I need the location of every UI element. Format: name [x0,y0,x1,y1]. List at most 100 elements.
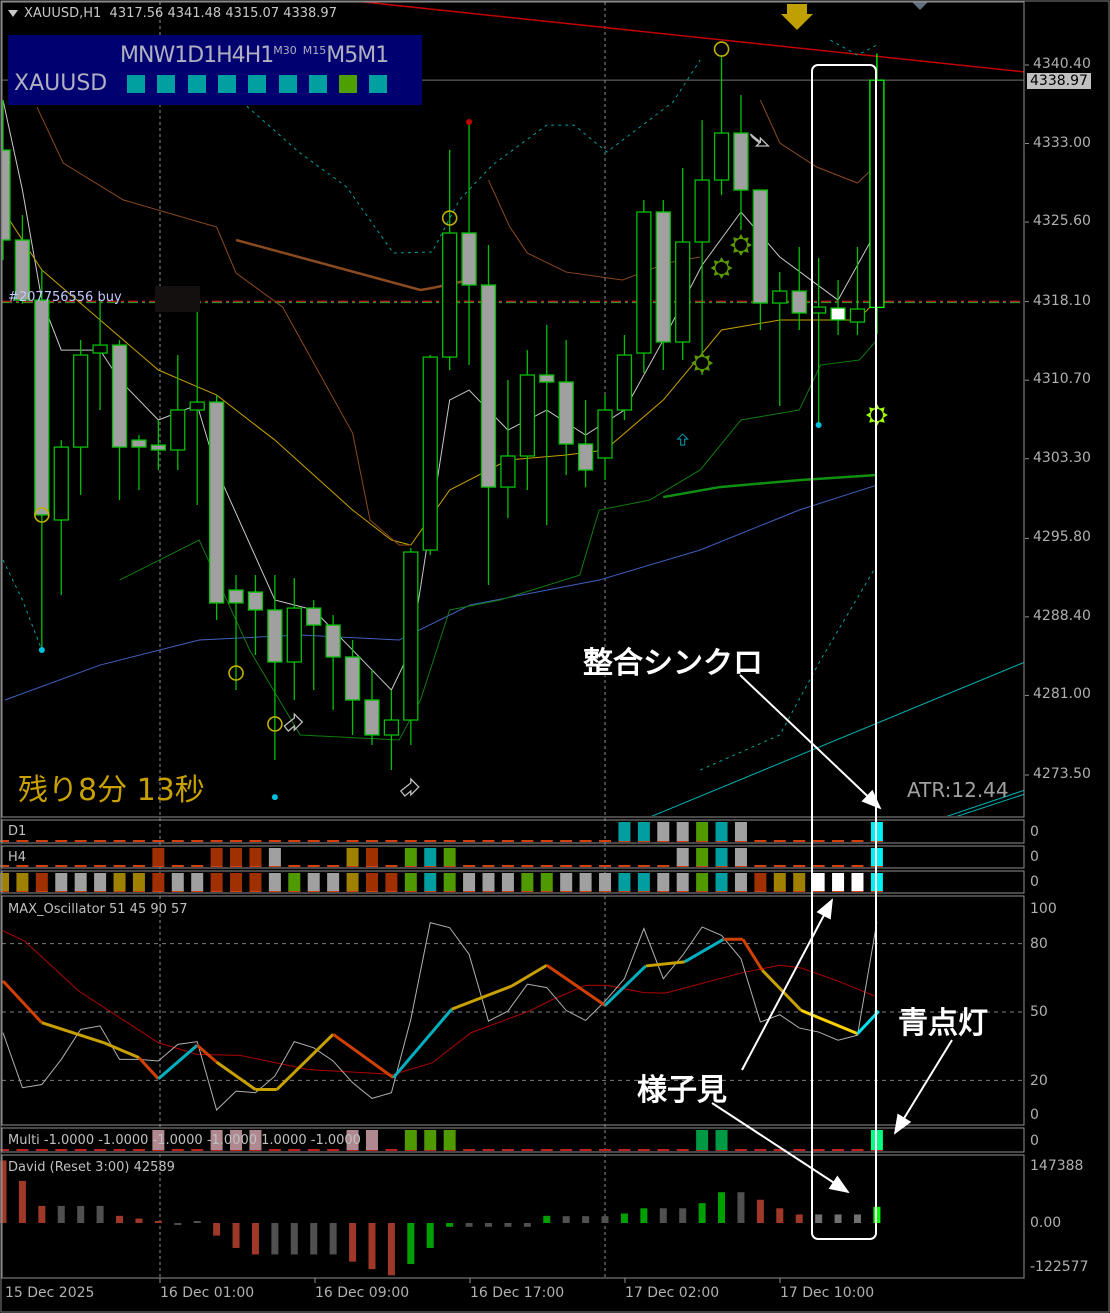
histogram-bar [640,1208,648,1223]
strip-block-h1 [249,873,262,891]
annotation-arrow-wait-up [741,898,833,1071]
candle [694,120,710,376]
signal-circle-icon [267,716,283,732]
h4-strip-label: H4 [8,850,27,865]
candle-body [34,299,50,516]
strip-block-h1 [443,873,456,891]
symbol-timeframe: XAUUSD,H1 [24,6,102,21]
sell-arrow-down-icon [781,4,813,30]
timeframe-strips [0,822,883,1151]
indicator-line [759,99,874,184]
candle-body [519,374,535,457]
tf-status-square [369,75,388,93]
candle [597,395,613,481]
main-price-panel[interactable] [0,0,1025,817]
candle [170,355,186,470]
strip-block-h1 [346,873,359,891]
dot-cyan-icon [271,794,278,801]
strip-block-d1 [657,822,670,841]
trendline-cyan-3 [956,793,1024,816]
candle [461,120,477,366]
strip-block-h1 [424,873,437,891]
dot-cyan-icon [815,421,822,428]
histogram-bar [815,1214,823,1223]
osc-fast-line [2,921,878,1111]
sun-core [696,357,709,370]
timeframe-labels: MNW1D1H4H1M30 M15M5M1 [120,43,389,68]
histogram-bar [368,1223,376,1270]
sun-signal-icon [710,257,733,280]
candle [849,247,866,335]
strip-block-h1 [579,873,592,891]
candle-body [733,132,749,191]
panel-frame [1,1,1025,818]
osc-signal-segment [2,979,43,1024]
candle [111,339,128,501]
strip-block-h1 [754,873,767,891]
tf-m5: M5 [326,43,358,68]
osc-tick: 20 [1030,1073,1048,1089]
histogram-bar [251,1223,259,1255]
candle [675,168,691,361]
indicator-line [2,209,878,546]
strip-block-h1 [812,873,825,891]
candle [713,55,730,196]
strip-block-h1 [657,873,670,891]
strip-block-multi [443,1130,456,1150]
strip-block-h1 [521,873,534,891]
candle-body [636,211,652,354]
strip-block-h4 [152,848,165,866]
candle [150,420,167,470]
candle [306,600,322,690]
order-line-label[interactable]: #207756556 buy [8,290,122,305]
multi-label: Multi -1.0000 -1.0000 -1.0000 -1.0000 1.… [8,1133,361,1148]
strip-block-h1 [327,873,340,891]
grid [159,2,606,1278]
tf-status-square [308,75,327,93]
strip-block-h1 [599,873,612,891]
candle-body [480,284,497,488]
tf-status-square [339,75,358,93]
candle-body [442,232,458,358]
candle [616,334,633,421]
strip-block-h1 [288,873,301,891]
osc-signal-segment [157,1044,199,1080]
oscillator-panel[interactable] [2,921,1024,1111]
strip-block-h4 [734,848,747,866]
strip-block-d1 [715,822,728,841]
strip-block-h4 [268,848,281,866]
strip-block-h1 [132,873,145,891]
annotations[interactable] [711,64,953,1240]
arrow-up-right-icon [283,712,304,732]
strip-block-h1 [230,873,243,891]
candle-body [539,374,555,383]
indicator-line [699,564,878,771]
indicator-line [36,106,411,546]
price-tick: 4318.10 [1033,292,1091,309]
strip-block-multi [210,1130,223,1150]
candle-body [2,149,11,241]
candle [519,350,535,491]
osc-tick: 0 [1030,1107,1039,1123]
histogram-bar [213,1223,221,1236]
david-histogram-panel[interactable] [0,1160,881,1276]
candle-body [170,409,186,451]
candle [267,575,283,761]
histogram-bar [465,1223,473,1227]
osc-slow-line [2,930,878,1075]
candle [422,355,438,556]
collapse-triangle-icon[interactable] [8,10,18,17]
atr-value: ATR:12.44 [907,778,1009,802]
strip-block-h1 [94,873,107,891]
candle [228,575,244,690]
time-label: 16 Dec 01:00 [160,1285,255,1301]
candle [34,270,50,650]
shift-marker-icon [912,2,928,10]
strip-block-d1 [676,822,689,841]
strip-block-d1 [618,822,631,841]
price-tick: 4288.40 [1033,607,1091,624]
strip-block-multi [152,1130,165,1150]
strip-block-h4 [676,848,689,866]
histogram-bar [620,1213,628,1223]
